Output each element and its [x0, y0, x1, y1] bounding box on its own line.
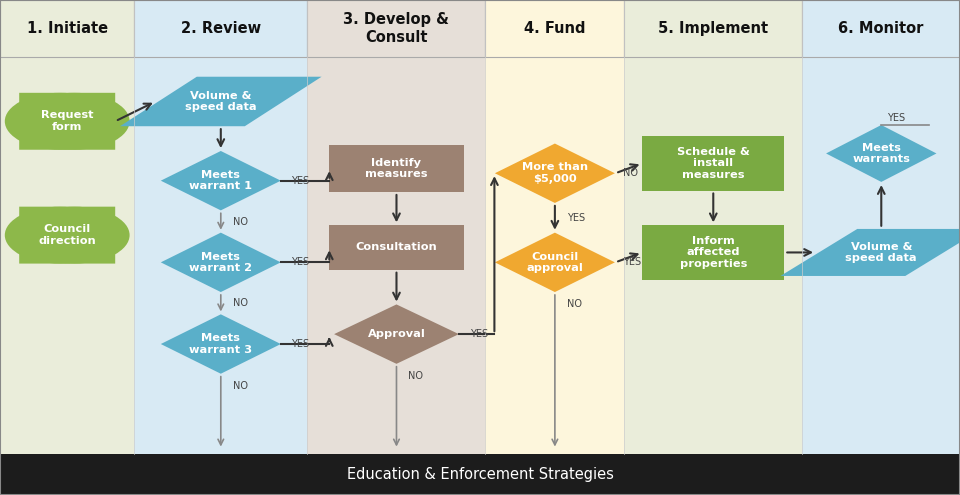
Text: 6. Monitor: 6. Monitor	[838, 21, 924, 36]
Text: Council
approval: Council approval	[526, 251, 584, 273]
FancyBboxPatch shape	[307, 0, 485, 57]
FancyBboxPatch shape	[134, 57, 307, 454]
FancyBboxPatch shape	[19, 93, 115, 149]
Text: Schedule &
install
measures: Schedule & install measures	[677, 147, 750, 180]
FancyBboxPatch shape	[0, 454, 960, 495]
Polygon shape	[161, 233, 280, 292]
Text: NO: NO	[623, 168, 638, 178]
Polygon shape	[161, 314, 280, 374]
Text: Inform
affected
properties: Inform affected properties	[680, 236, 747, 269]
Text: 1. Initiate: 1. Initiate	[27, 21, 108, 36]
Polygon shape	[334, 304, 459, 364]
Text: YES: YES	[623, 257, 641, 267]
Polygon shape	[495, 233, 614, 292]
Polygon shape	[780, 229, 960, 276]
Polygon shape	[161, 151, 280, 210]
FancyBboxPatch shape	[0, 57, 134, 454]
FancyBboxPatch shape	[485, 0, 624, 57]
Polygon shape	[495, 144, 614, 203]
Text: 2. Review: 2. Review	[180, 21, 261, 36]
FancyBboxPatch shape	[624, 57, 802, 454]
FancyBboxPatch shape	[329, 145, 464, 192]
Text: 5. Implement: 5. Implement	[658, 21, 768, 36]
Text: YES: YES	[470, 329, 489, 339]
Text: YES: YES	[291, 257, 309, 267]
FancyBboxPatch shape	[642, 136, 784, 191]
Text: YES: YES	[291, 339, 309, 349]
FancyBboxPatch shape	[642, 225, 784, 280]
FancyBboxPatch shape	[134, 0, 307, 57]
Polygon shape	[120, 77, 322, 126]
Text: NO: NO	[232, 298, 248, 308]
Text: Identify
measures: Identify measures	[365, 157, 428, 179]
FancyBboxPatch shape	[802, 57, 960, 454]
Text: Volume &
speed data: Volume & speed data	[846, 242, 917, 263]
FancyBboxPatch shape	[329, 225, 464, 270]
Text: Meets
warrant 3: Meets warrant 3	[189, 333, 252, 355]
Text: Request
form: Request form	[41, 110, 93, 132]
FancyBboxPatch shape	[802, 0, 960, 57]
Text: Meets
warrants: Meets warrants	[852, 143, 910, 164]
Text: 3. Develop &
Consult: 3. Develop & Consult	[343, 12, 449, 45]
FancyBboxPatch shape	[0, 0, 134, 57]
Text: NO: NO	[232, 381, 248, 391]
Text: 4. Fund: 4. Fund	[523, 21, 586, 36]
Text: NO: NO	[232, 216, 248, 227]
Text: Consultation: Consultation	[355, 243, 438, 252]
Text: Council
direction: Council direction	[38, 224, 96, 246]
Text: Volume &
speed data: Volume & speed data	[185, 91, 256, 112]
Text: YES: YES	[567, 213, 585, 223]
Text: More than
$5,000: More than $5,000	[522, 162, 588, 184]
Text: NO: NO	[408, 371, 423, 381]
FancyBboxPatch shape	[19, 207, 115, 263]
Ellipse shape	[19, 207, 130, 263]
FancyBboxPatch shape	[307, 57, 485, 454]
Text: YES: YES	[887, 113, 904, 123]
Text: Education & Enforcement Strategies: Education & Enforcement Strategies	[347, 467, 613, 482]
FancyBboxPatch shape	[485, 57, 624, 454]
Polygon shape	[826, 125, 937, 182]
Text: Approval: Approval	[368, 329, 425, 339]
Text: Meets
warrant 1: Meets warrant 1	[189, 170, 252, 192]
Text: YES: YES	[291, 176, 309, 186]
Text: NO: NO	[566, 299, 582, 309]
Ellipse shape	[5, 93, 115, 149]
Text: Meets
warrant 2: Meets warrant 2	[189, 251, 252, 273]
Ellipse shape	[19, 93, 130, 149]
FancyBboxPatch shape	[624, 0, 802, 57]
Ellipse shape	[5, 207, 115, 263]
